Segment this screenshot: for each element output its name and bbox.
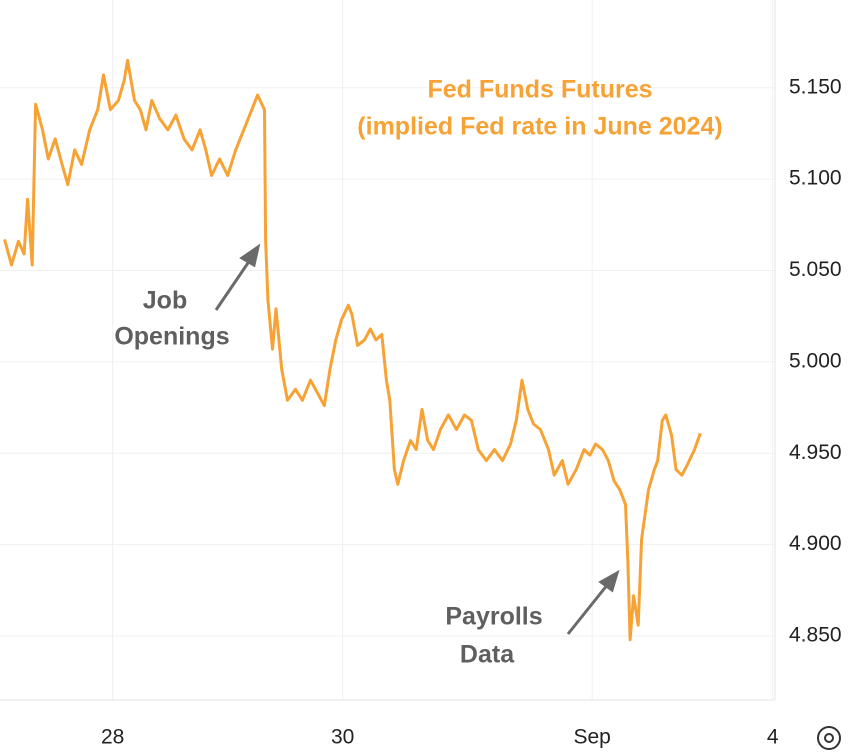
y-tick-label: 5.150 xyxy=(789,75,842,98)
y-tick-label: 5.100 xyxy=(789,167,842,190)
x-tick-label: 4 xyxy=(767,726,779,749)
arrow xyxy=(566,583,610,635)
settings-ring[interactable] xyxy=(817,726,841,750)
settings-icon[interactable] xyxy=(817,726,841,750)
data-line xyxy=(3,58,702,642)
y-tick-label: 4.850 xyxy=(789,624,842,647)
y-tick-label: 4.900 xyxy=(789,532,842,555)
arrow-head xyxy=(598,569,620,593)
annotation-text: Data xyxy=(460,641,515,669)
y-tick-label: 4.950 xyxy=(789,441,842,464)
arrow-head xyxy=(239,243,261,268)
chart-title: Fed Funds Futures xyxy=(428,76,653,104)
x-tick-label: 28 xyxy=(101,726,124,749)
y-tick-label: 5.050 xyxy=(789,258,842,281)
annotation-text: Openings xyxy=(114,323,229,351)
chart-subtitle: (implied Fed rate in June 2024) xyxy=(357,113,722,141)
annotation-text: Job xyxy=(143,287,187,315)
annotation-text: Payrolls xyxy=(445,603,542,631)
x-tick-label: 30 xyxy=(331,726,354,749)
settings-center[interactable] xyxy=(824,733,834,743)
x-tick-label: Sep xyxy=(573,726,610,749)
arrows xyxy=(214,243,620,635)
y-tick-label: 5.000 xyxy=(789,349,842,372)
arrow xyxy=(214,259,252,311)
